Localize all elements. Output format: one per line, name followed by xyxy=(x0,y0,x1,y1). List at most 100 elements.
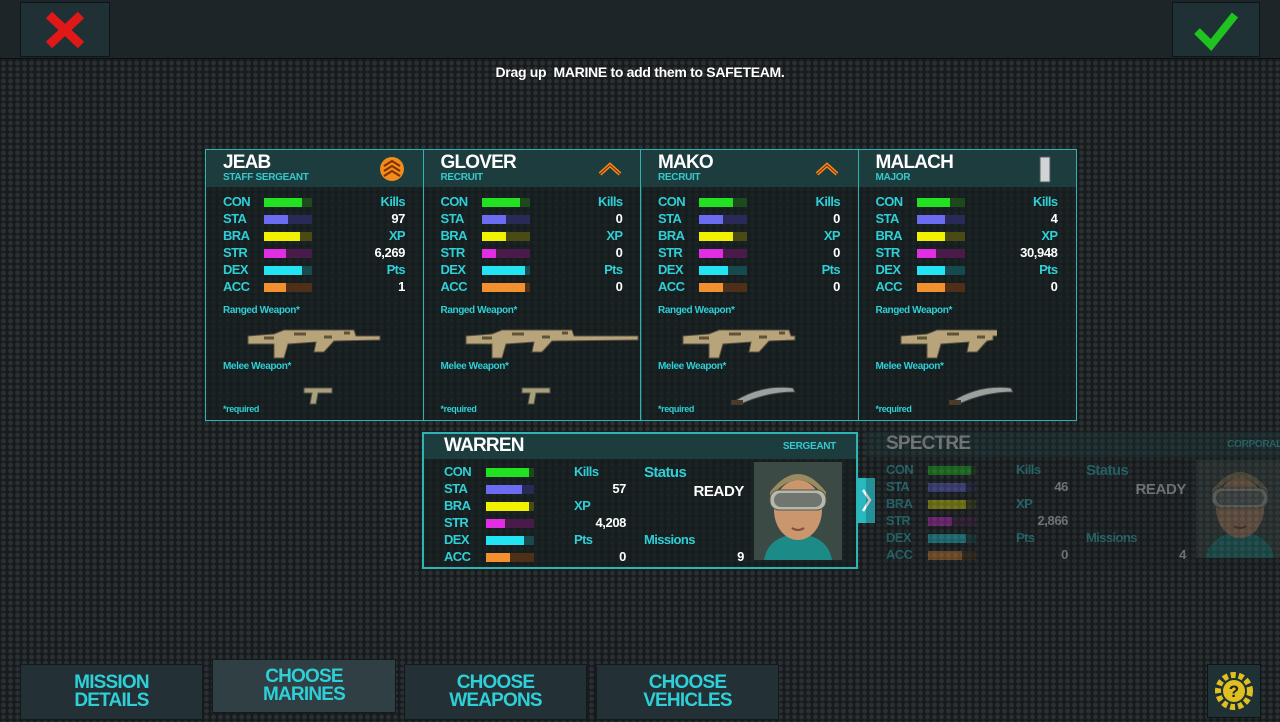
kills-label: Kills xyxy=(380,194,406,209)
rank-icon xyxy=(597,156,623,183)
stat-bar xyxy=(699,266,728,275)
stat-bar xyxy=(928,500,967,509)
melee-label: Melee Weapon* xyxy=(658,361,726,372)
stat-bar xyxy=(699,215,723,224)
ranged-weapon xyxy=(462,322,638,362)
marine-card[interactable]: JEAB STAFF SERGEANT CON STA BRA STR DEX ACC Kill… xyxy=(205,149,424,421)
stat-bar-track xyxy=(699,266,747,275)
status: READY xyxy=(693,483,744,500)
stat-bar-track xyxy=(916,215,965,224)
stat-bar xyxy=(486,536,525,545)
stat-bar-track xyxy=(486,553,534,562)
stat-bar xyxy=(481,198,520,207)
stat-label: CON xyxy=(223,194,251,209)
stat-bar-track xyxy=(481,215,530,224)
stat-label: ACC xyxy=(658,279,685,294)
ranged-weapon xyxy=(679,322,829,362)
stat-label: STR xyxy=(440,245,466,260)
stat-bar-track xyxy=(264,283,312,292)
kills-label: Kills xyxy=(1016,462,1041,477)
missions: 9 xyxy=(737,549,744,564)
nav-tab[interactable]: CHOOSE WEAPONS xyxy=(404,664,587,720)
stat-label: BRA xyxy=(886,496,913,511)
xp: 0 xyxy=(615,245,623,260)
required-note: *required xyxy=(875,404,912,414)
stat-bar-track xyxy=(928,500,976,509)
stat-label: ACC xyxy=(440,279,468,294)
stat-bar-track xyxy=(928,551,976,560)
marine-name: WARREN xyxy=(444,435,524,456)
pts-label: Pts xyxy=(1016,530,1035,545)
marine-card[interactable]: MALACH MAJOR CON STA BRA STR DEX ACC Kills 4 XP 30,… xyxy=(857,149,1077,421)
stat-bar xyxy=(916,266,946,275)
help-button[interactable]: ? xyxy=(1207,664,1261,718)
cancel-button[interactable] xyxy=(20,2,110,57)
stat-label: STR xyxy=(444,515,469,530)
stat-bar-track xyxy=(928,517,976,526)
stat-label: BRA xyxy=(223,228,250,243)
stat-label: BRA xyxy=(444,498,471,513)
kills: 97 xyxy=(391,211,405,226)
stat-bar-track xyxy=(699,283,747,292)
ranged-weapon xyxy=(244,322,394,362)
stat-bar xyxy=(699,249,723,258)
nav-tab[interactable]: MISSION DETAILS xyxy=(20,664,203,720)
nav-tab[interactable]: CHOOSE VEHICLES xyxy=(596,664,779,720)
xp-label: XP xyxy=(823,228,841,243)
stat-bar xyxy=(264,266,303,275)
stat-bar-track xyxy=(486,519,534,528)
stat-bar xyxy=(699,198,733,207)
stat-bar xyxy=(486,485,522,494)
next-arrow[interactable] xyxy=(858,478,875,523)
card-header xyxy=(866,432,1280,457)
melee-weapon xyxy=(514,382,574,408)
roster-card[interactable]: SPECTRE CORPORAL CON STA BRA STR DEX ACC Kills 46… xyxy=(866,432,1280,569)
stat-bar xyxy=(481,266,525,275)
xp: 0 xyxy=(833,245,840,260)
portrait xyxy=(1196,460,1280,558)
roster-card[interactable]: WARREN SERGEANT CON STA BRA STR DEX ACC Kills 57 X… xyxy=(422,432,858,569)
stat-bar-track xyxy=(699,232,747,241)
kills: 46 xyxy=(1054,479,1068,494)
pts-label: Pts xyxy=(604,262,623,277)
confirm-button[interactable] xyxy=(1172,2,1260,57)
kills: 4 xyxy=(1050,211,1058,226)
pts: 1 xyxy=(398,279,405,294)
stat-bar-track xyxy=(481,249,530,258)
svg-text:?: ? xyxy=(1229,682,1239,701)
marine-name: GLOVER xyxy=(440,152,517,173)
melee-weapon xyxy=(731,382,796,408)
stat-bar xyxy=(916,283,946,292)
melee-label: Melee Weapon* xyxy=(223,361,291,372)
marine-card[interactable]: GLOVER RECRUIT CON STA BRA STR DEX ACC Kills 0 XP 0… xyxy=(422,149,642,421)
weapon-image xyxy=(247,329,381,359)
stat-bar-track xyxy=(916,283,965,292)
stat-bar-track xyxy=(264,249,312,258)
pts-label: Pts xyxy=(1039,262,1058,277)
weapon-image xyxy=(465,329,638,359)
pts: 0 xyxy=(1061,547,1068,562)
marine-rank: MAJOR xyxy=(875,172,911,183)
melee-label: Melee Weapon* xyxy=(440,361,509,372)
kills: 0 xyxy=(615,211,623,226)
stat-bar xyxy=(928,534,967,543)
rank-icon xyxy=(379,156,405,183)
marine-card[interactable]: MAKO RECRUIT CON STA BRA STR DEX ACC Kills 0 XP 0 Pt… xyxy=(640,149,859,421)
stat-label: STA xyxy=(444,481,468,496)
stat-label: ACC xyxy=(223,279,250,294)
stat-label: BRA xyxy=(440,228,468,243)
stat-bar xyxy=(481,249,496,258)
missions: 4 xyxy=(1179,547,1186,562)
stat-bar-track xyxy=(699,198,747,207)
xp-label: XP xyxy=(574,498,591,513)
stat-bar xyxy=(486,468,530,477)
nav-tab[interactable]: CHOOSE MARINES xyxy=(212,659,396,713)
weapon-image xyxy=(900,329,1010,359)
pts-label: Pts xyxy=(821,262,841,277)
stat-label: BRA xyxy=(875,228,903,243)
stat-bar xyxy=(264,232,300,241)
marine-rank: RECRUIT xyxy=(440,172,484,183)
stat-bar xyxy=(486,519,506,528)
status: READY xyxy=(1135,481,1186,498)
